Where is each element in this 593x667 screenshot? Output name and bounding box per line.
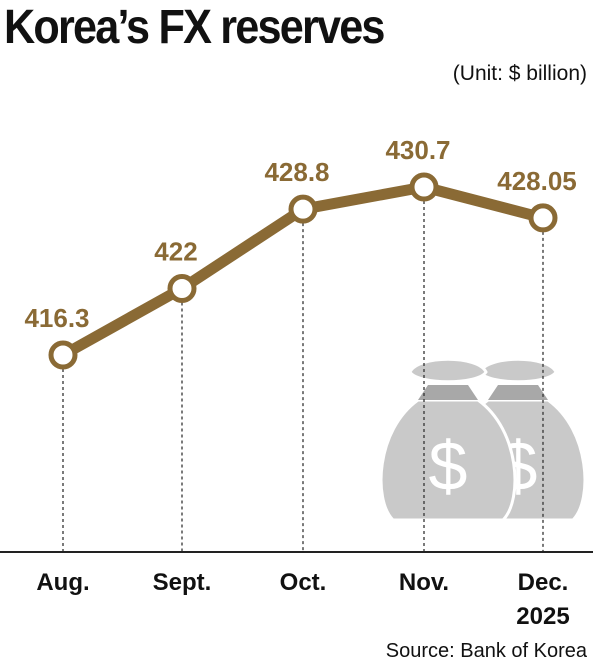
source-note: Source: Bank of Korea	[385, 640, 587, 662]
money-bags-illustration: $$	[379, 357, 587, 522]
x-tick-labels: Aug. Sept. Oct. Nov. Dec. 2025	[36, 569, 569, 630]
data-label: 422	[154, 237, 197, 267]
data-point	[409, 172, 439, 202]
x-tick-label: Sept.	[153, 569, 212, 596]
chart-title: Korea’s FX reserves	[4, 1, 385, 54]
data-labels: 416.3 422 428.8 430.7 428.05	[24, 135, 576, 333]
x-tick-sublabel: 2025	[516, 603, 569, 630]
point-markers	[48, 172, 558, 370]
x-tick-label: Nov.	[399, 569, 449, 596]
x-tick-label: Oct.	[280, 569, 327, 596]
money-bag-icon: $	[379, 357, 517, 522]
data-label: 416.3	[24, 303, 89, 333]
unit-note: (Unit: $ billion)	[452, 62, 587, 85]
x-tick-label: Dec.	[518, 569, 569, 596]
data-point	[167, 274, 197, 303]
data-label: 428.8	[264, 157, 329, 187]
data-label: 430.7	[385, 135, 450, 165]
data-point	[528, 203, 558, 233]
x-tick-label: Aug.	[36, 569, 89, 596]
svg-text:$: $	[429, 427, 468, 505]
guide-lines	[62, 201, 544, 552]
data-point	[48, 340, 78, 370]
data-point	[288, 194, 318, 224]
data-label: 428.05	[497, 166, 577, 196]
